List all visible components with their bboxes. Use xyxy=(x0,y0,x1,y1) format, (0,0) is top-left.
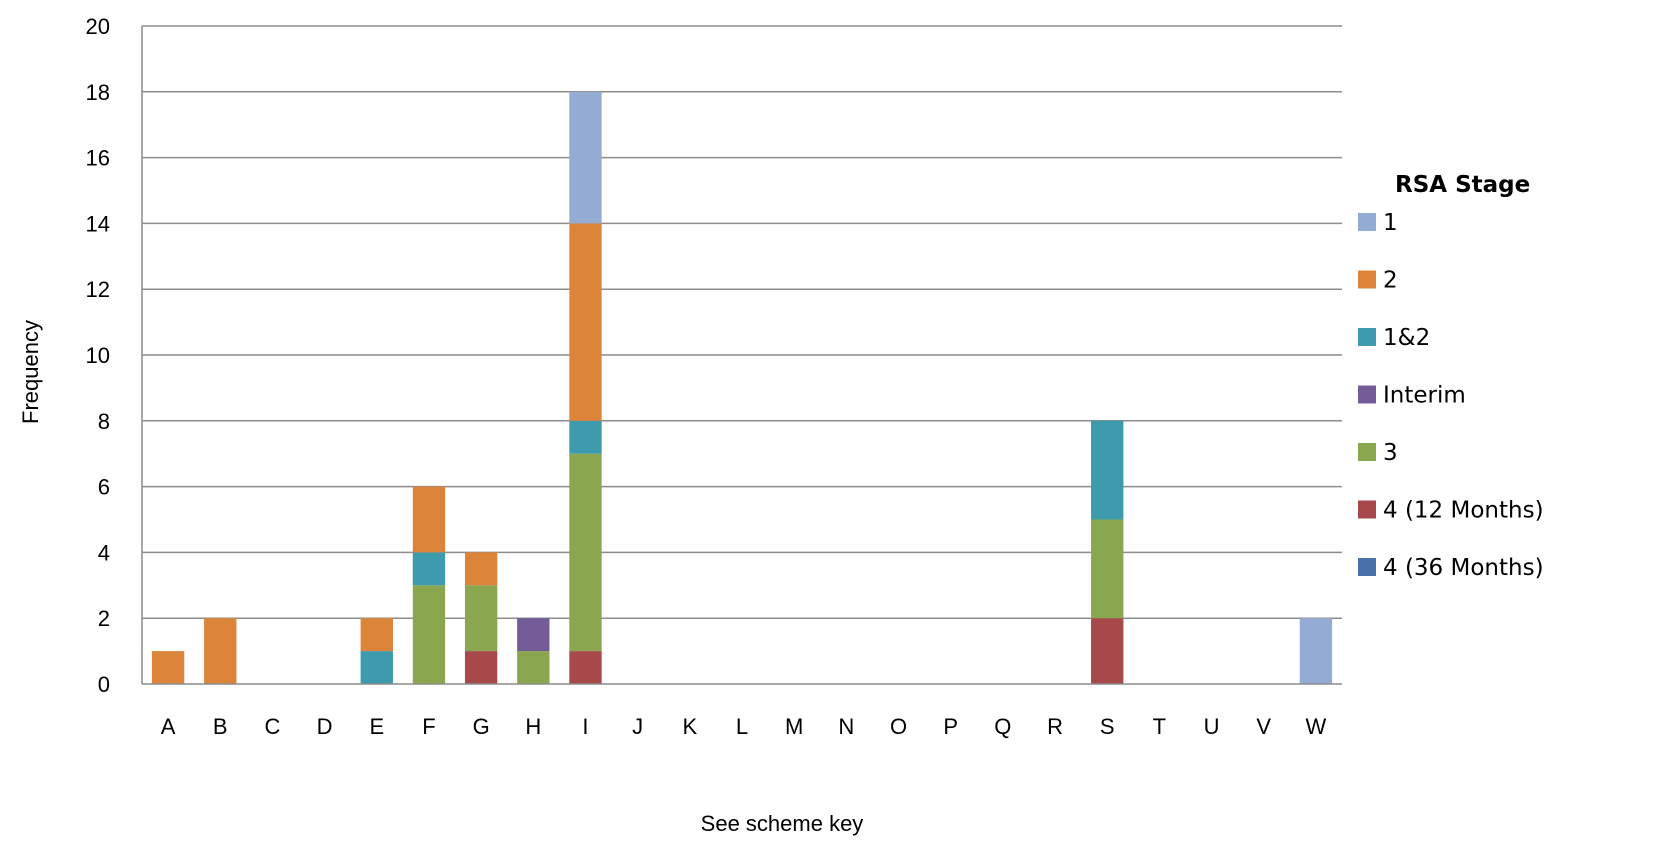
x-tick-labels: A B C D E F G H I J K L M N O P Q R S T U V W xyxy=(161,714,1327,739)
bar-segment xyxy=(1091,420,1124,520)
bars xyxy=(151,91,1333,684)
x-tick-label: A xyxy=(161,714,176,739)
y-tick-label: 12 xyxy=(86,277,110,302)
legend-label: 3 xyxy=(1383,440,1398,466)
bar-segment xyxy=(360,651,393,684)
legend-swatch xyxy=(1358,385,1376,404)
legend-swatch xyxy=(1358,443,1376,461)
bar-segment xyxy=(569,420,602,454)
legend-swatch xyxy=(1358,558,1376,576)
legend-label: 1&2 xyxy=(1383,325,1430,351)
legend-label: 1 xyxy=(1383,210,1398,236)
bar-segment xyxy=(569,651,602,684)
x-tick-label: G xyxy=(473,714,490,739)
y-tick-label: 2 xyxy=(98,606,110,631)
bar-segment xyxy=(1299,618,1333,684)
legend-swatch xyxy=(1358,500,1376,519)
y-tick-label: 0 xyxy=(98,672,110,697)
x-tick-label: B xyxy=(213,714,228,739)
legend-swatch xyxy=(1358,328,1376,346)
x-tick-label: S xyxy=(1100,714,1115,739)
bar-segment xyxy=(412,585,446,684)
x-tick-label: E xyxy=(369,714,384,739)
x-tick-label: T xyxy=(1153,714,1166,739)
x-tick-label: V xyxy=(1256,714,1271,739)
x-tick-label: Q xyxy=(994,714,1011,739)
legend: RSA Stage 1 2 1&2 Interim 3 4 (12 Months) 4 (3… xyxy=(1358,172,1544,581)
y-tick-label: 20 xyxy=(86,14,110,39)
gridlines xyxy=(142,25,1342,619)
x-tick-label: H xyxy=(525,714,541,739)
x-tick-label: P xyxy=(943,714,958,739)
legend-title: RSA Stage xyxy=(1395,172,1530,198)
x-tick-label: W xyxy=(1306,714,1327,739)
bar-segment xyxy=(1091,519,1124,619)
bar-segment xyxy=(151,651,185,684)
bar-segment xyxy=(204,618,237,684)
y-tick-label: 18 xyxy=(86,80,110,105)
y-tick-label: 10 xyxy=(86,343,110,368)
x-axis-title: See scheme key xyxy=(701,811,864,836)
legend-label: 4 (36 Months) xyxy=(1383,555,1544,581)
y-axis-title: Frequency xyxy=(18,320,43,424)
bar-segment xyxy=(569,453,602,652)
x-tick-label: N xyxy=(838,714,854,739)
bar-segment xyxy=(1091,618,1124,684)
bar-segment xyxy=(517,651,550,684)
bar-segment xyxy=(412,552,446,586)
y-tick-label: 4 xyxy=(98,540,110,565)
y-tick-label: 6 xyxy=(98,475,110,500)
x-tick-label: I xyxy=(582,714,588,739)
legend-label: 4 (12 Months) xyxy=(1383,498,1544,524)
legend-label: 2 xyxy=(1383,268,1398,294)
x-tick-label: C xyxy=(264,714,280,739)
bar-segment xyxy=(569,91,602,224)
x-tick-label: M xyxy=(785,714,803,739)
bar-segment xyxy=(464,552,498,586)
y-tick-labels: 0 2 4 6 8 10 12 14 16 18 20 xyxy=(86,14,110,697)
bar-segment xyxy=(464,585,498,652)
legend-label: Interim xyxy=(1383,383,1466,409)
bar-segment xyxy=(360,618,393,652)
axes xyxy=(141,26,1342,685)
bar-segment xyxy=(517,618,550,652)
x-tick-label: R xyxy=(1047,714,1063,739)
x-tick-label: L xyxy=(736,714,748,739)
y-tick-label: 8 xyxy=(98,409,110,434)
y-tick-label: 16 xyxy=(86,146,110,171)
bar-segment xyxy=(464,651,498,684)
x-tick-label: J xyxy=(632,714,643,739)
x-tick-label: F xyxy=(422,714,435,739)
x-tick-label: U xyxy=(1204,714,1220,739)
legend-swatch xyxy=(1358,270,1376,289)
bar-segment xyxy=(412,486,446,553)
legend-swatch xyxy=(1358,213,1376,231)
x-tick-label: D xyxy=(317,714,333,739)
x-tick-label: K xyxy=(682,714,697,739)
y-tick-label: 14 xyxy=(86,211,110,236)
bar-segment xyxy=(569,223,602,421)
x-tick-label: O xyxy=(890,714,907,739)
